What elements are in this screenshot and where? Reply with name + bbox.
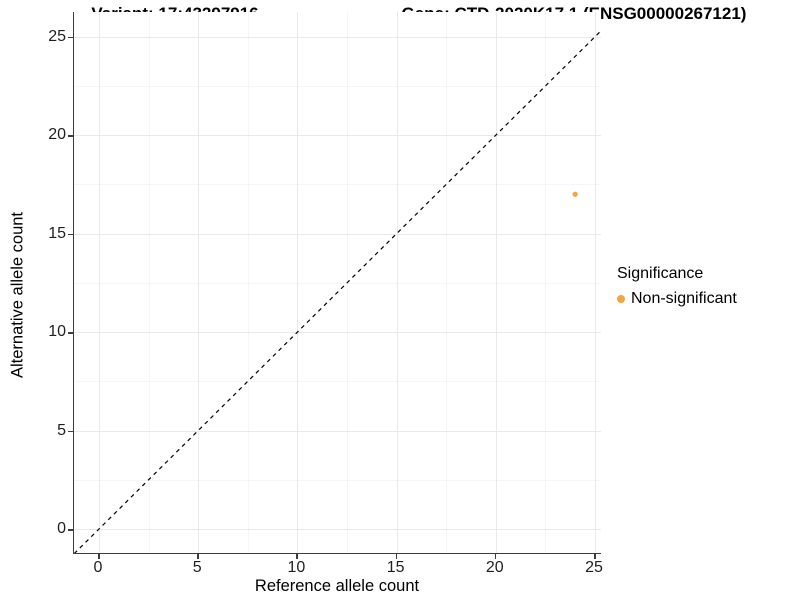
- x-tick-label: 10: [287, 559, 306, 576]
- x-tick-mark: [197, 554, 199, 559]
- legend-items: Non-significant: [617, 290, 737, 308]
- plot-overlay: [74, 30, 601, 553]
- y-major-gridline: [74, 36, 601, 38]
- y-tick-label: 0: [57, 520, 66, 537]
- x-minor-gridline: [247, 12, 249, 553]
- x-minor-gridline: [446, 12, 448, 553]
- identity-line: [74, 30, 601, 553]
- x-minor-gridline: [545, 12, 547, 553]
- y-tick-label: 25: [48, 27, 66, 45]
- y-tick-label: 20: [48, 126, 66, 144]
- x-major-gridline: [297, 12, 299, 553]
- y-minor-gridline: [74, 282, 601, 284]
- y-tick-mark: [68, 233, 73, 236]
- plot-panel: [73, 12, 601, 554]
- x-tick-mark: [296, 554, 298, 559]
- y-tick-label: 15: [48, 224, 66, 242]
- x-minor-gridline: [148, 12, 150, 553]
- x-tick-label: 0: [93, 559, 103, 576]
- y-tick-mark: [68, 36, 73, 39]
- x-major-gridline: [198, 12, 200, 553]
- x-major-gridline: [595, 12, 596, 553]
- y-major-gridline: [74, 430, 601, 432]
- y-tick-mark: [68, 332, 73, 334]
- x-tick-mark: [395, 554, 398, 559]
- y-tick-mark: [68, 430, 73, 433]
- legend-marker-dot: [617, 295, 625, 303]
- x-major-gridline: [495, 12, 497, 553]
- x-tick-label: 25: [585, 559, 603, 576]
- legend-title: Significance: [617, 265, 704, 282]
- x-tick-mark: [594, 554, 596, 559]
- y-minor-gridline: [74, 85, 601, 87]
- y-tick-mark: [68, 529, 73, 531]
- y-major-gridline: [74, 135, 601, 137]
- y-minor-gridline: [74, 479, 601, 481]
- y-major-gridline: [74, 529, 601, 530]
- x-axis-title: Reference allele count: [254, 577, 420, 595]
- legend-item-label: Non-significant: [631, 290, 737, 307]
- x-minor-gridline: [347, 12, 348, 553]
- y-tick-label: 5: [57, 421, 66, 439]
- y-major-gridline: [74, 332, 601, 334]
- y-minor-gridline: [74, 184, 601, 186]
- x-tick-label: 15: [386, 559, 405, 576]
- x-major-gridline: [99, 12, 100, 553]
- x-tick-mark: [98, 554, 100, 559]
- data-point: [572, 191, 578, 197]
- x-major-gridline: [396, 12, 398, 553]
- x-tick-mark: [494, 554, 497, 559]
- x-tick-label: 5: [192, 559, 202, 576]
- x-tick-label: 20: [485, 559, 504, 576]
- legend-item: Non-significant: [617, 290, 737, 308]
- y-major-gridline: [74, 233, 601, 235]
- y-tick-mark: [68, 135, 73, 137]
- y-minor-gridline: [74, 381, 601, 383]
- y-tick-label: 10: [48, 323, 66, 341]
- legend: Significance Non-significant: [617, 264, 737, 308]
